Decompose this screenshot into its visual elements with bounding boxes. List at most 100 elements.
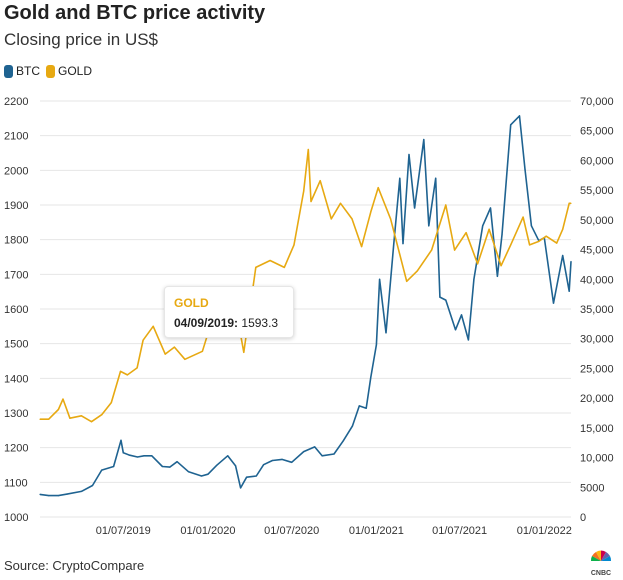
- data-point-btc: [379, 278, 381, 280]
- y-right-tick-label: 60,000: [580, 155, 614, 167]
- data-point-btc: [530, 225, 533, 227]
- data-point-gold: [390, 218, 392, 220]
- data-point-btc: [501, 234, 503, 236]
- y-left-tick-label: 1600: [4, 304, 28, 316]
- data-point-btc: [200, 475, 203, 477]
- data-point-btc: [518, 115, 521, 117]
- data-point-btc: [66, 493, 68, 495]
- tooltip-value: 1593.3: [241, 316, 279, 330]
- y-left-tick-label: 1100: [4, 477, 28, 489]
- data-point-btc: [408, 153, 410, 156]
- data-point-gold: [184, 358, 186, 360]
- data-point-gold: [48, 418, 50, 420]
- data-point-btc: [423, 139, 425, 141]
- data-point-gold: [69, 417, 71, 419]
- x-tick-label: 01/07/2021: [432, 525, 487, 537]
- data-point-btc: [454, 329, 457, 331]
- data-point-btc: [510, 124, 512, 126]
- data-point-gold: [465, 232, 467, 234]
- data-point-btc: [176, 461, 178, 463]
- data-point-gold: [529, 244, 531, 246]
- data-point-gold: [445, 204, 447, 206]
- y-left-tick-label: 1700: [4, 269, 28, 281]
- legend: BTC GOLD: [4, 64, 94, 78]
- y-right-tick-label: 5000: [580, 482, 604, 494]
- data-point-gold: [80, 415, 82, 417]
- source-note: Source: CryptoCompare: [4, 558, 145, 573]
- data-point-btc: [48, 495, 50, 497]
- y-right-tick-label: 25,000: [580, 363, 614, 375]
- data-point-gold: [57, 408, 60, 411]
- cnbc-logo: CNBC: [591, 550, 611, 577]
- data-point-btc: [482, 225, 484, 227]
- legend-swatch-gold: [46, 64, 55, 78]
- data-point-gold: [303, 190, 305, 192]
- data-point-gold: [319, 180, 321, 182]
- data-point-btc: [552, 302, 555, 304]
- tooltip-value-line: 04/09/2019: 1593.3: [174, 316, 278, 330]
- data-point-btc: [385, 332, 387, 334]
- data-point-btc: [255, 475, 257, 477]
- data-point-btc: [303, 451, 305, 453]
- data-point-gold: [255, 266, 257, 268]
- y-right-tick-label: 35,000: [580, 304, 614, 316]
- y-right-tick-label: 10,000: [580, 453, 614, 465]
- data-point-gold: [269, 259, 271, 262]
- data-point-gold: [119, 370, 122, 372]
- data-point-btc: [439, 296, 441, 298]
- y-right-tick-label: 15,000: [580, 423, 614, 435]
- data-point-btc: [57, 495, 60, 497]
- data-point-btc: [435, 177, 437, 179]
- y-right-tick-label: 30,000: [580, 334, 614, 346]
- data-point-btc: [39, 493, 41, 495]
- legend-item-btc[interactable]: BTC: [4, 64, 40, 78]
- x-axis-ticks: 01/07/2019 01/01/2020 01/07/2020 01/01/2021…: [96, 525, 572, 537]
- data-point-gold: [568, 202, 570, 204]
- y-left-tick-label: 1300: [4, 408, 28, 420]
- x-tick-label: 01/07/2020: [264, 525, 319, 537]
- data-point-btc: [240, 487, 242, 489]
- data-point-btc: [143, 455, 145, 457]
- data-point-btc: [263, 464, 265, 466]
- data-point-gold: [570, 202, 572, 204]
- y-right-tick-label: 40,000: [580, 274, 614, 286]
- data-point-btc: [375, 344, 377, 346]
- data-point-gold: [545, 235, 547, 237]
- data-point-btc: [291, 461, 293, 463]
- data-point-btc: [393, 243, 395, 245]
- data-point-btc: [246, 476, 248, 478]
- data-point-btc: [351, 425, 353, 427]
- series-line-gold: [40, 148, 571, 423]
- gridlines: [40, 100, 571, 518]
- data-point-gold: [101, 414, 103, 416]
- data-point-gold: [454, 249, 456, 251]
- y-left-tick-label: 2000: [4, 165, 28, 177]
- y-left-tick-label: 2100: [4, 131, 28, 143]
- tooltip: GOLD 04/09/2019: 1593.3: [164, 286, 294, 338]
- data-point-btc: [333, 453, 335, 455]
- data-point-btc: [524, 168, 526, 170]
- data-point-btc: [370, 376, 372, 378]
- data-point-btc: [321, 455, 323, 457]
- data-point-btc: [428, 225, 430, 227]
- data-point-btc: [120, 439, 122, 441]
- data-point-gold: [510, 244, 512, 246]
- data-point-btc: [91, 484, 94, 487]
- data-point-btc: [314, 446, 316, 448]
- data-point-btc: [568, 290, 570, 292]
- series-lines: [39, 115, 572, 497]
- y-right-tick-label: 70,000: [580, 96, 614, 108]
- data-point-gold: [136, 367, 138, 369]
- y-left-tick-label: 1800: [4, 235, 28, 247]
- data-point-gold: [556, 242, 558, 244]
- legend-label-gold: GOLD: [58, 64, 93, 78]
- y-left-tick-label: 1000: [4, 512, 28, 524]
- data-point-gold: [500, 265, 502, 267]
- data-point-gold: [283, 266, 285, 268]
- legend-item-gold[interactable]: GOLD: [46, 64, 92, 78]
- data-point-gold: [370, 211, 372, 213]
- data-point-gold: [201, 350, 203, 352]
- data-point-btc: [122, 452, 124, 454]
- data-point-btc: [489, 207, 492, 209]
- y-right-tick-label: 20,000: [580, 393, 614, 405]
